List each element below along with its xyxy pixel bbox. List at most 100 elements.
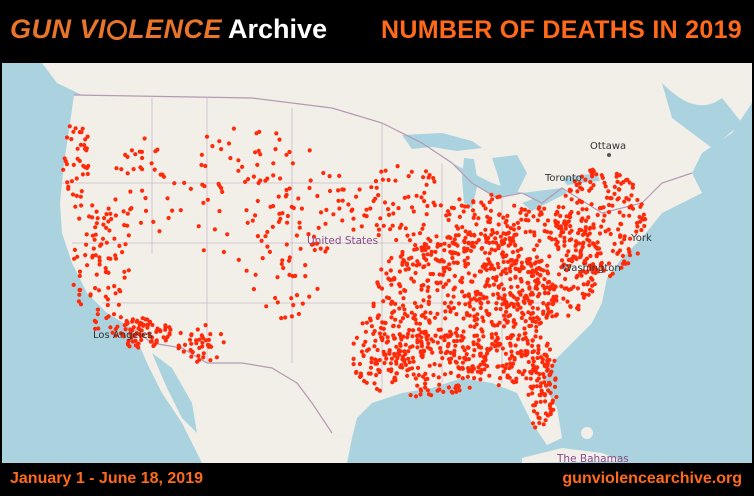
incident-dot (515, 248, 520, 253)
incident-dot (519, 354, 524, 359)
incident-dot (550, 363, 555, 368)
incident-dot (354, 335, 359, 340)
incident-dot (534, 328, 539, 334)
incident-dot (555, 210, 560, 215)
incident-dot (381, 223, 386, 228)
incident-dot (490, 228, 495, 233)
map-canvas[interactable]: Ottawa Toronto United States York Washin… (2, 63, 752, 463)
incident-dot (627, 205, 632, 210)
incident-dot (123, 327, 128, 332)
incident-dot (559, 265, 564, 270)
incident-dot (487, 261, 492, 266)
incident-dot (526, 392, 531, 397)
incident-dot (103, 294, 108, 299)
incident-dot (591, 222, 596, 227)
incident-dot (386, 276, 391, 281)
incident-dot (513, 266, 518, 271)
incident-dot (520, 310, 525, 315)
incident-dot (435, 311, 440, 316)
incident-dot (489, 335, 495, 340)
incident-dot (396, 206, 401, 211)
incident-dot (472, 212, 477, 217)
incident-dot (577, 181, 582, 186)
incident-dot (537, 416, 542, 421)
incident-dot (82, 146, 88, 151)
incident-dot (383, 168, 388, 173)
incident-dot (490, 197, 495, 202)
incident-dot (440, 356, 445, 361)
incident-dot (303, 263, 308, 268)
incident-dot (112, 236, 117, 241)
incident-dot (448, 370, 453, 375)
incident-dot (545, 306, 551, 311)
incident-dot (511, 295, 517, 300)
incident-dot (534, 370, 539, 375)
incident-dot (88, 293, 93, 298)
incident-dot (629, 193, 634, 198)
incident-dot (287, 186, 292, 191)
incident-dot (498, 234, 503, 239)
incident-dot (470, 208, 476, 213)
incident-dot (494, 306, 499, 311)
incident-dot (462, 294, 467, 299)
incident-dot (134, 319, 139, 324)
incident-dot (94, 209, 99, 214)
incident-dot (465, 312, 470, 318)
incident-dot (85, 263, 90, 268)
incident-dot (78, 194, 83, 199)
incident-dot (528, 384, 533, 389)
incident-dot (621, 180, 626, 185)
incident-dot (430, 350, 435, 355)
incident-dot (419, 287, 424, 292)
incident-dot (161, 174, 167, 179)
incident-dot (543, 418, 548, 423)
incident-dot (163, 325, 168, 330)
incident-dot (360, 321, 365, 326)
incident-dot (253, 150, 258, 155)
incident-dot (85, 134, 90, 139)
incident-dot (511, 222, 516, 227)
incident-dot (531, 214, 536, 219)
incident-dot (393, 301, 398, 306)
incident-dot (410, 355, 415, 360)
incident-dot (103, 266, 108, 271)
incident-dot (323, 221, 328, 226)
incident-dot (507, 366, 512, 371)
incident-dot (476, 216, 481, 221)
label-washington: Washington (562, 263, 621, 274)
incident-dot (363, 339, 368, 344)
incident-dot (591, 183, 596, 188)
incident-dot (588, 179, 593, 185)
incident-dot (471, 353, 476, 358)
incident-dot (568, 224, 573, 229)
gun-violence-archive-logo[interactable]: GUN VI LENCE Archive (10, 14, 327, 48)
incident-dot (534, 384, 540, 389)
incident-dot (157, 229, 162, 234)
incident-dot (153, 149, 158, 154)
incident-dot (409, 276, 414, 281)
incident-dot (151, 219, 156, 224)
incident-dot (503, 220, 508, 225)
incident-dot (393, 178, 398, 183)
incident-dot (509, 333, 514, 338)
incident-dot (170, 208, 175, 213)
website-link[interactable]: gunviolencearchive.org (562, 470, 742, 487)
incident-dot (462, 258, 467, 263)
incident-dot (537, 291, 542, 297)
incident-dot (270, 224, 275, 229)
incident-dot (376, 193, 381, 198)
incident-dot (506, 231, 511, 236)
incident-dot (391, 211, 396, 216)
incident-dot (554, 242, 559, 247)
incident-dot (591, 169, 596, 174)
incident-dot (405, 335, 410, 340)
incident-dot (536, 350, 541, 356)
incident-dot (504, 362, 509, 367)
incident-dot (542, 380, 547, 385)
incident-dot (496, 383, 501, 388)
incident-dot (113, 291, 118, 296)
incident-dot (498, 376, 503, 381)
incident-dot (324, 207, 329, 212)
incident-dot (567, 215, 573, 220)
incident-dot (568, 304, 573, 309)
